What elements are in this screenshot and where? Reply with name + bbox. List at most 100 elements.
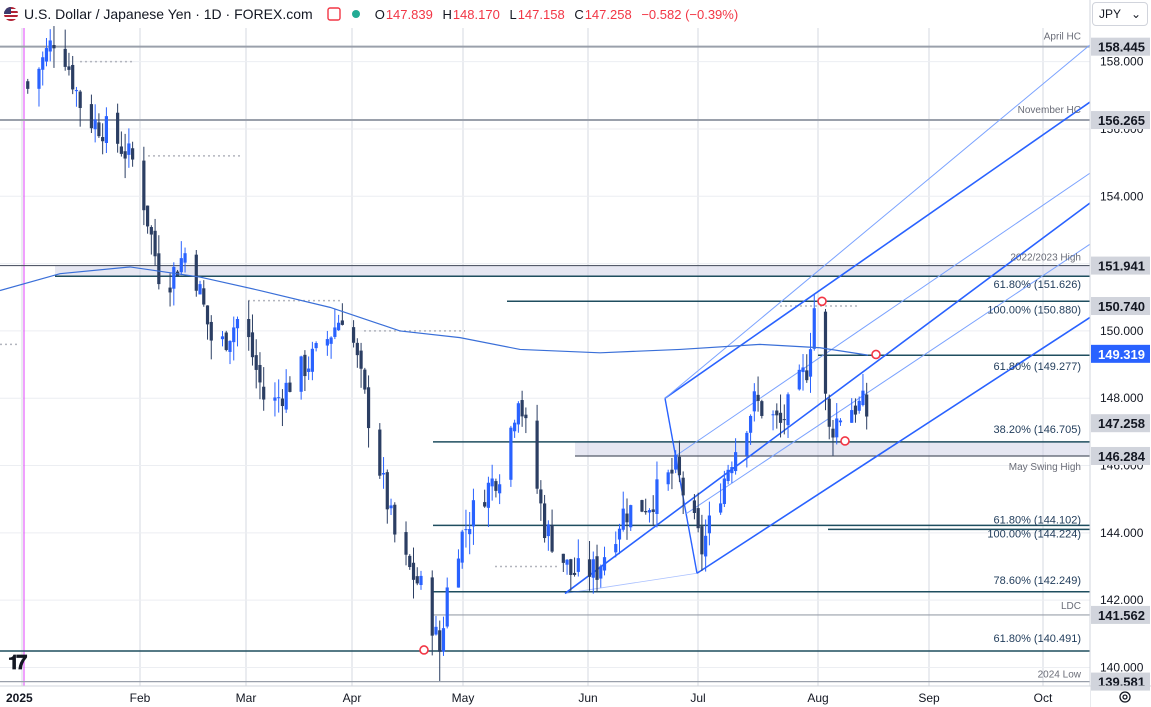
candle <box>539 480 543 521</box>
candle <box>865 382 869 430</box>
candle-body <box>587 559 592 577</box>
candle <box>591 551 595 594</box>
candle <box>250 314 255 366</box>
candle-body <box>355 342 359 356</box>
time-axis-bg <box>0 686 1090 707</box>
candle <box>707 501 711 546</box>
channel-lower-2 <box>696 316 1091 574</box>
candle-body <box>827 398 831 427</box>
price-badge <box>1091 414 1150 433</box>
candle <box>149 225 153 255</box>
level-label: 61.80% (151.626) <box>994 279 1081 291</box>
candle-body <box>748 415 753 433</box>
candle-body <box>280 398 285 407</box>
candle-body <box>629 505 633 528</box>
candle <box>385 469 389 524</box>
candle <box>621 491 625 532</box>
candle-body <box>434 626 438 635</box>
candle-body <box>288 382 292 392</box>
y-tick-label: 140.000 <box>1100 660 1144 674</box>
candle <box>719 483 723 515</box>
candle <box>434 615 438 636</box>
candle-body <box>778 412 783 423</box>
candle <box>546 520 550 551</box>
candle-body <box>786 394 790 426</box>
candle-body <box>74 90 79 92</box>
candle <box>494 478 498 498</box>
candle <box>853 398 858 423</box>
candle <box>647 508 652 523</box>
candle <box>692 494 697 520</box>
candle <box>419 570 423 590</box>
currency-selector[interactable]: JPY ⌄ <box>1092 2 1148 26</box>
candle <box>359 342 363 388</box>
candle-body <box>520 400 524 417</box>
candle <box>71 55 75 95</box>
price-badge-label: 150.740 <box>1098 299 1145 314</box>
candle <box>722 470 726 508</box>
settings-gear-icon[interactable] <box>1118 690 1132 704</box>
candle-body <box>782 419 786 421</box>
level-label: 38.20% (146.705) <box>994 424 1081 436</box>
candle <box>677 440 682 483</box>
candle-body <box>351 327 356 343</box>
candle <box>666 469 670 491</box>
x-tick-label: 2025 <box>6 691 33 705</box>
candle-body <box>666 472 670 485</box>
candle <box>153 218 157 266</box>
candle-body <box>483 502 487 507</box>
candle-body <box>44 48 49 62</box>
candles <box>26 26 869 681</box>
candle-body <box>812 308 816 349</box>
chevron-down-icon: ⌄ <box>1130 7 1141 21</box>
candle <box>381 457 386 489</box>
level-label: 61.80% (149.277) <box>994 361 1081 373</box>
level-label: 2022/2023 High <box>1010 253 1081 264</box>
eye-icon[interactable] <box>326 7 341 21</box>
change-value: −0.582 (−0.39%) <box>641 6 739 22</box>
candle <box>797 364 801 391</box>
candle <box>438 620 442 681</box>
candle <box>123 133 127 179</box>
candle <box>78 89 82 127</box>
candle-body <box>254 355 258 370</box>
candle-body <box>307 368 311 372</box>
x-tick-label: Oct <box>1034 691 1053 705</box>
candle-body <box>116 112 120 144</box>
candle <box>74 86 79 107</box>
candle-body <box>861 390 865 406</box>
candle-body <box>393 504 397 535</box>
candle <box>805 354 809 383</box>
candle <box>520 390 524 427</box>
candle-body <box>224 332 228 350</box>
candle-body <box>692 500 697 513</box>
candle <box>314 341 318 352</box>
candle-body <box>722 478 726 505</box>
candle-body <box>228 340 232 352</box>
symbol-title[interactable]: U.S. Dollar / Japanese Yen · 1D · FOREX.… <box>24 6 313 22</box>
x-tick-label: Sep <box>918 691 940 705</box>
price-badge-label: 158.445 <box>1098 40 1145 55</box>
candle-body <box>838 420 843 423</box>
candle-body <box>303 354 307 377</box>
candle-body <box>284 382 288 410</box>
candle <box>670 457 674 490</box>
candle <box>509 425 513 487</box>
candle-body <box>704 535 708 557</box>
candle-body <box>101 137 105 142</box>
candle-body <box>670 469 674 474</box>
candle-body <box>340 320 344 325</box>
candle-body <box>127 143 131 155</box>
channel-lower <box>564 202 1091 595</box>
candle-body <box>651 509 655 513</box>
candle-body <box>494 481 498 491</box>
tradingview-logo-icon: 𝟏𝟕 <box>8 652 27 674</box>
candle <box>696 492 700 533</box>
price-badge-label: 149.319 <box>1098 347 1145 362</box>
candle <box>681 471 685 515</box>
candle-body <box>258 364 262 383</box>
candle-body <box>539 489 543 504</box>
candle <box>535 404 539 494</box>
candle-body <box>277 397 281 399</box>
